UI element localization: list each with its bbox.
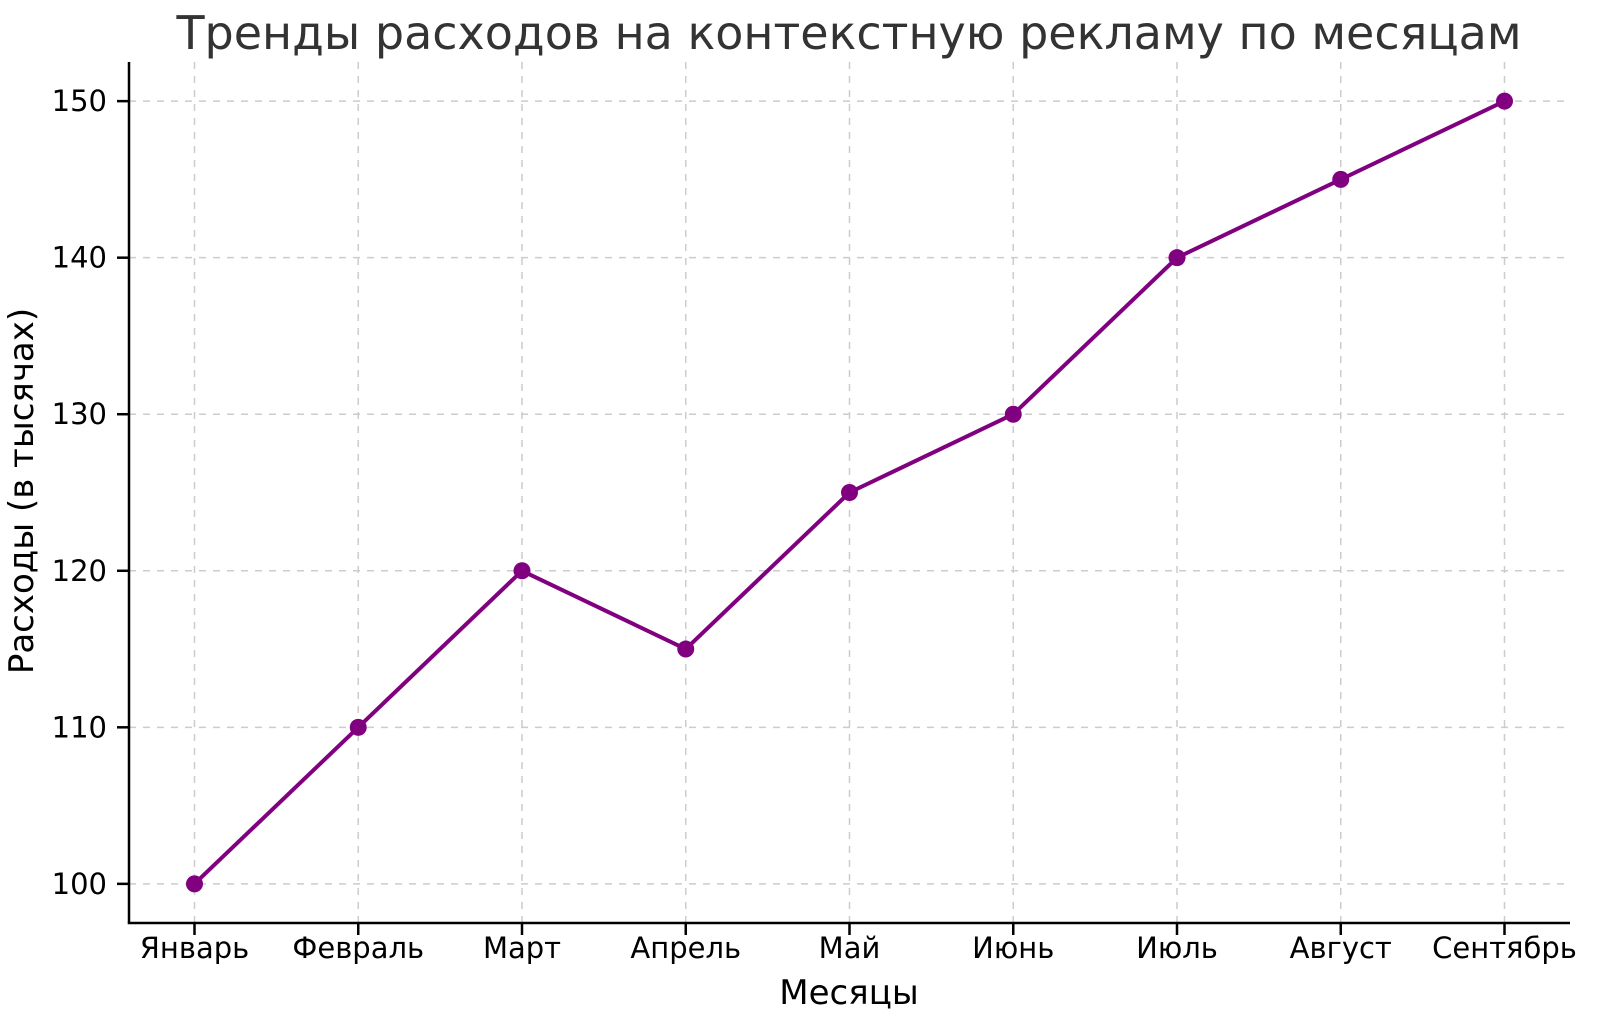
data-point-marker — [841, 484, 858, 501]
x-tick-label: Июнь — [972, 931, 1054, 965]
x-axis-label: Месяцы — [779, 973, 918, 1013]
data-point-marker — [1004, 405, 1022, 423]
y-axis-label: Расходы (в тысячах) — [2, 308, 42, 674]
chart-title: Тренды расходов на контекстную рекламу п… — [175, 6, 1521, 60]
data-point-marker — [677, 640, 695, 658]
y-tick-label: 100 — [52, 867, 107, 901]
data-point-marker — [513, 562, 531, 580]
x-tick-label: Сентябрь — [1432, 931, 1577, 965]
x-tick-label: Февраль — [292, 931, 424, 965]
x-tick-label: Март — [483, 931, 561, 965]
y-tick-label: 150 — [52, 84, 107, 118]
axes — [117, 62, 1570, 935]
x-tick-label: Август — [1290, 931, 1392, 965]
x-tick-label: Январь — [140, 931, 249, 965]
x-tick-label: Май — [819, 931, 881, 965]
tick-labels: 100 110 120 130 140 150 Январь Февраль Март Апрел… — [52, 84, 1577, 965]
x-tick-label: Апрель — [630, 931, 741, 965]
y-tick-label: 130 — [52, 397, 107, 431]
y-tick-label: 140 — [52, 241, 107, 275]
y-tick-label: 110 — [52, 710, 107, 744]
data-point-marker — [1168, 249, 1186, 267]
data-point-marker — [186, 875, 203, 893]
data-series — [186, 92, 1513, 893]
data-point-marker — [1496, 92, 1513, 110]
data-point-marker — [1332, 170, 1350, 188]
x-tick-label: Июль — [1136, 931, 1218, 965]
data-point-marker — [349, 718, 367, 736]
gridlines — [129, 62, 1570, 923]
y-tick-label: 120 — [52, 554, 107, 588]
